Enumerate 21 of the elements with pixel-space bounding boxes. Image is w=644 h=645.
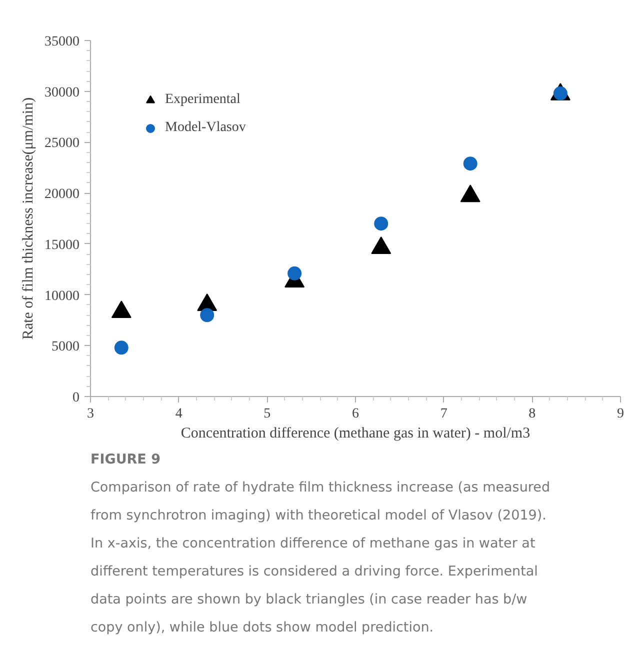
- y-tick-label: 30000: [44, 85, 80, 100]
- y-tick-label: 5000: [52, 340, 80, 355]
- x-tick-label: 3: [87, 406, 94, 422]
- legend-label: Model-Vlasov: [165, 120, 246, 136]
- y-tick-label: 0: [72, 390, 80, 406]
- x-tick-label: 5: [264, 406, 271, 422]
- caption: FIGURE 9: [90, 452, 160, 468]
- text: Comparison of rate of hydrate film thickness increase (as measured from synchrotron imaging) with theoretical model of Vlasov (2019). In x-axis, the concentration difference of methane gas in water at different temperatures is considered a driving force. Experimental data points are shown by black triangles (in case reader has b/w copy only), while blue dots show model prediction.: [90, 480, 550, 636]
- legend-label: Experimental: [165, 92, 240, 108]
- x-tick-label: 6: [352, 406, 359, 422]
- x-tick-label: 8: [528, 406, 536, 422]
- x-axis-title: Concentration difference (methane gas in water) - mol/m3: [180, 426, 530, 442]
- y-tick-label: 20000: [44, 187, 80, 202]
- x-tick-label: 7: [440, 406, 448, 422]
- y-tick-label: 10000: [44, 288, 80, 304]
- x-tick-label: 4: [175, 406, 182, 422]
- y-tick-label: 15000: [44, 238, 80, 253]
- y-tick-label: 35000: [44, 34, 80, 50]
- y-axis-title: Rate of film thickness increase(μm/min): [20, 97, 36, 340]
- x-tick-label: 9: [617, 406, 624, 422]
- y-tick-label: 25000: [44, 136, 80, 152]
